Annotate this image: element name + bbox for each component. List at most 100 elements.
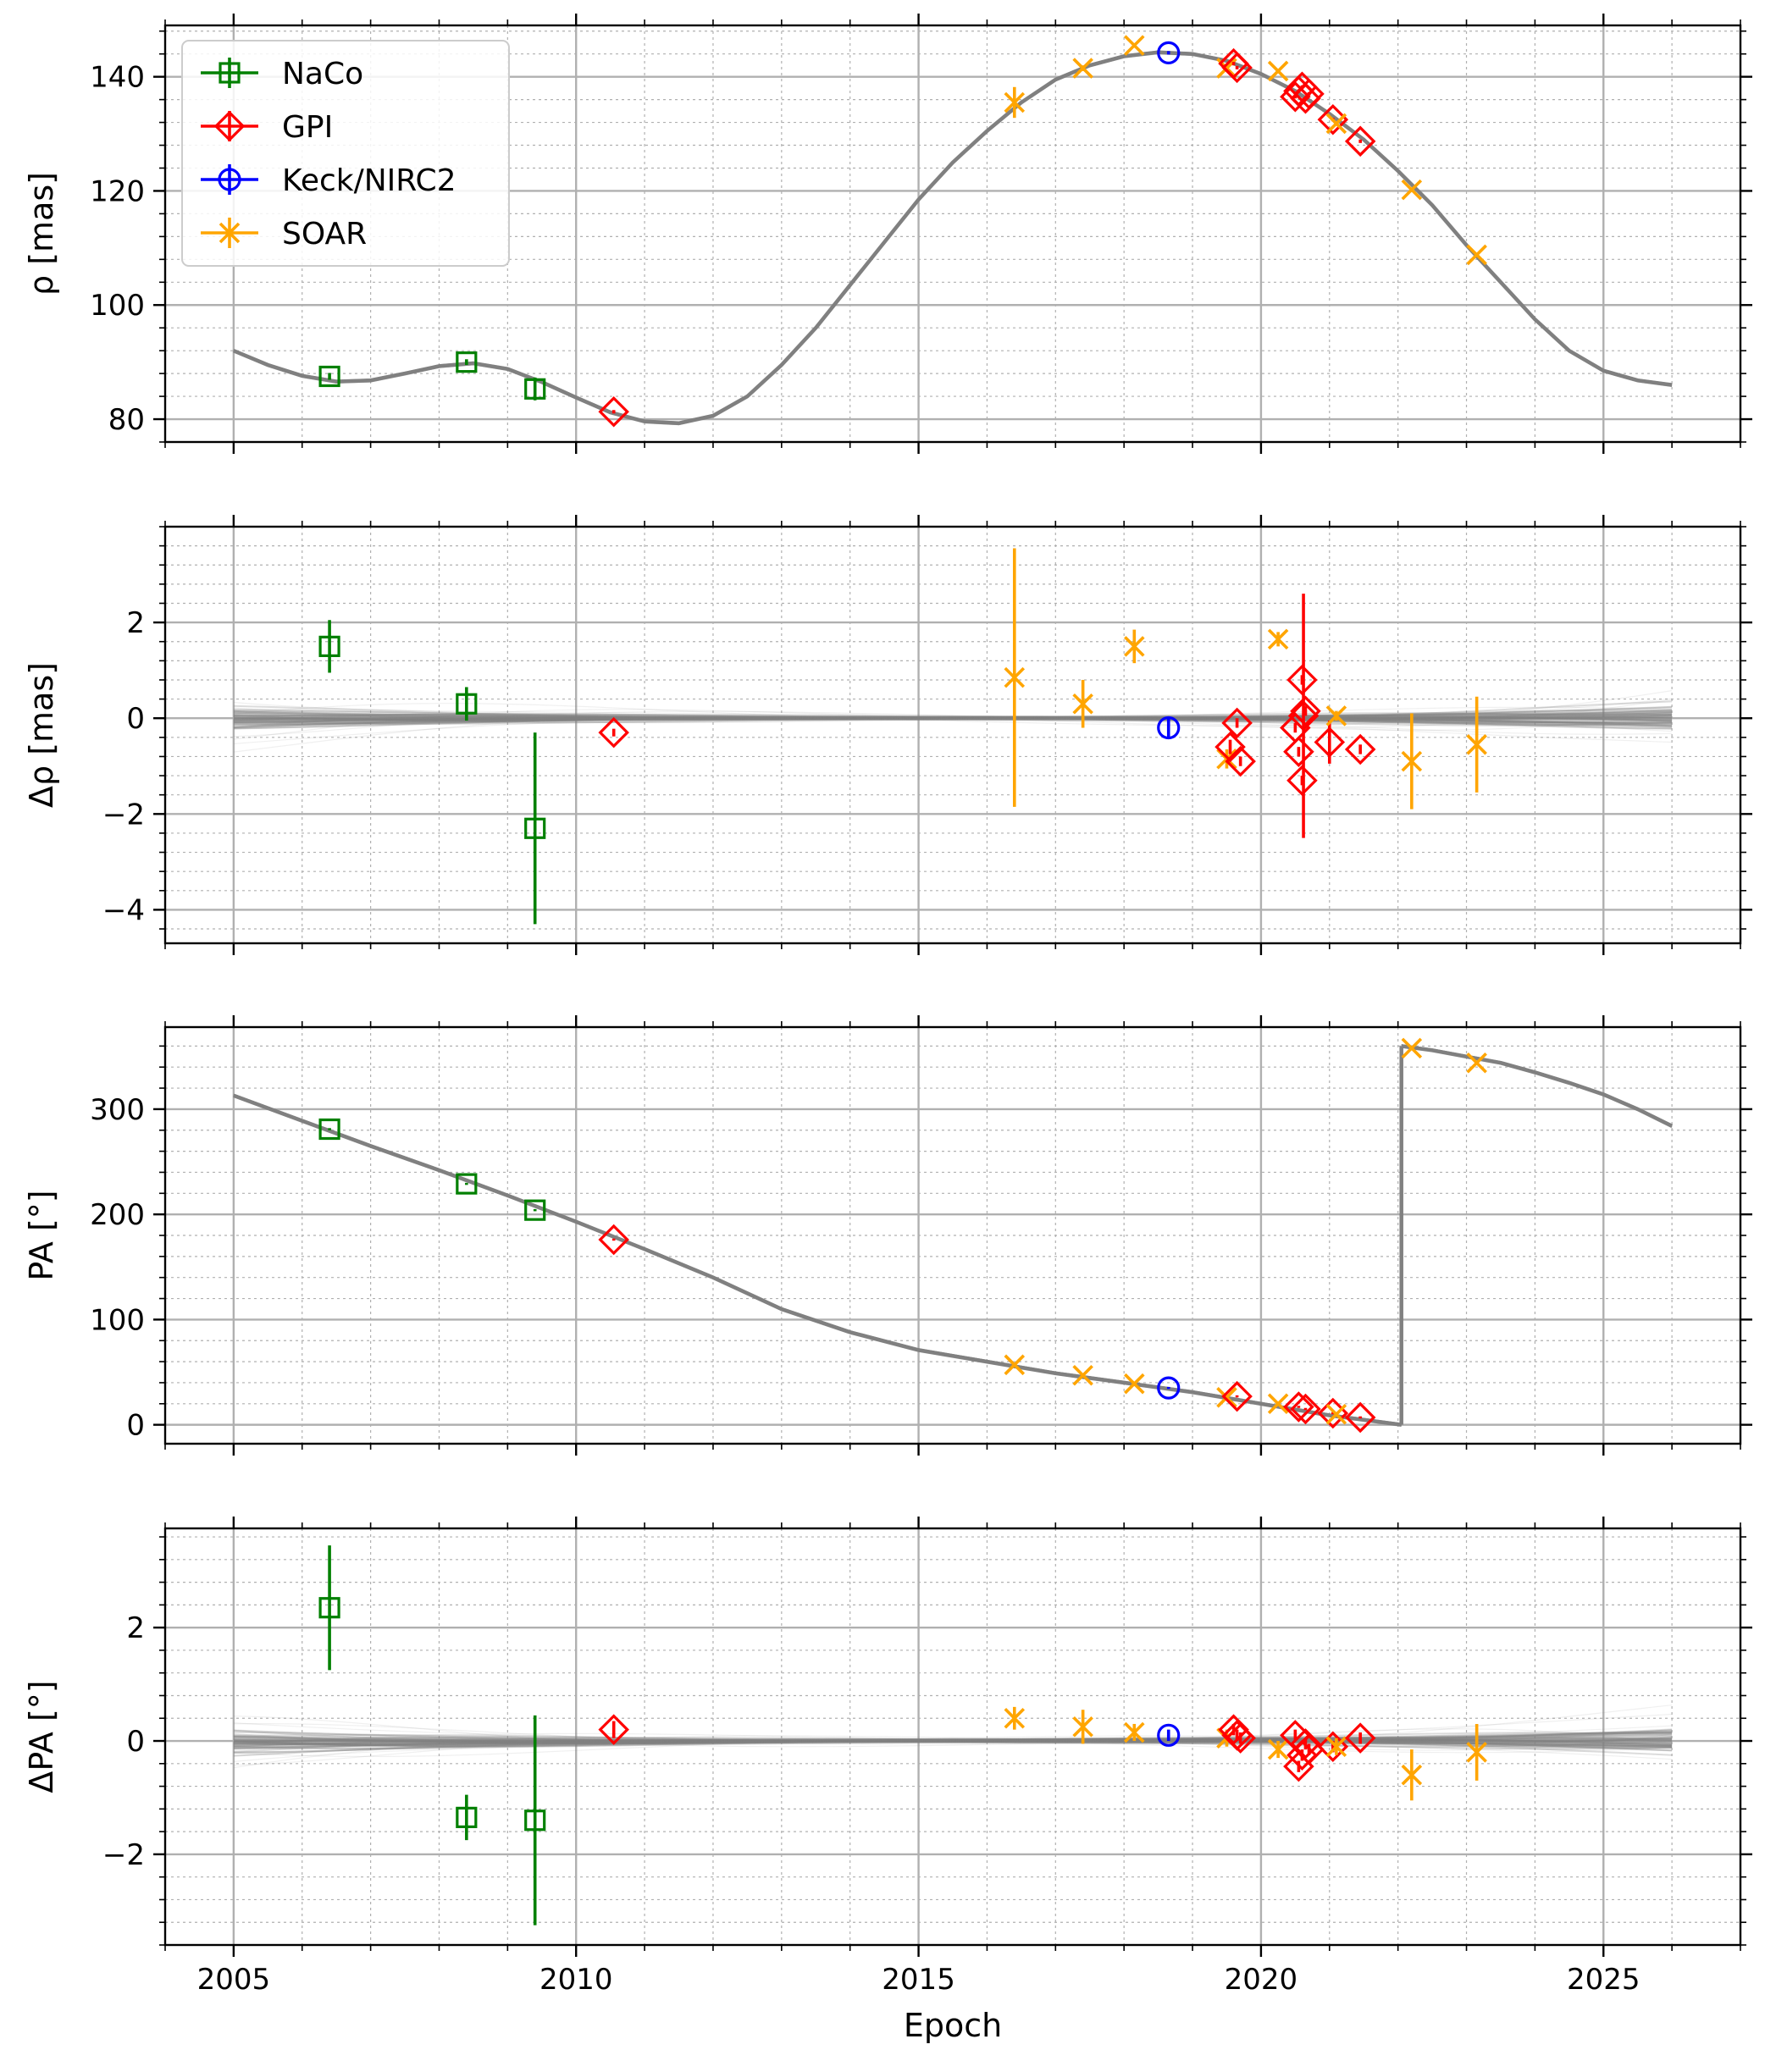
residual-sample-curve [233,712,1673,724]
residual-sample-curve [233,710,1673,727]
data-point [1004,548,1026,807]
legend-entry: GPI [201,110,333,145]
residual-sample-curve [233,1736,1673,1754]
data-point [1157,41,1181,64]
data-point [1124,35,1145,56]
residual-sample-curve [233,715,1673,730]
gpi-marker [1283,1391,1314,1423]
gpi-marker [1344,125,1376,157]
naco-marker [524,817,546,839]
keck-marker [218,168,241,191]
residual-sample-curve [233,1738,1673,1749]
data-point [1325,1736,1347,1757]
data-point [1293,1733,1325,1765]
data-point [318,1545,340,1671]
residual-sample-curve [233,710,1673,727]
naco-marker [318,365,340,388]
naco-marker [318,1118,340,1141]
residual-sample-curve [233,711,1673,730]
residual-sample-curve [233,715,1673,721]
residual-sample-curve [233,713,1673,724]
residual-sample-curve [233,1734,1673,1746]
residual-sample-curve [233,714,1673,727]
residual-sample-curve [233,713,1673,726]
data-point [1344,1722,1376,1754]
legend-entry: NaCo [201,57,363,91]
data-point [1072,679,1093,728]
soar-marker [1267,60,1289,82]
legend-entry: SOAR [201,217,367,251]
gpi-marker [1225,745,1256,777]
data-points [318,1545,1487,1926]
data-point [1401,713,1423,809]
data-point [456,351,478,373]
soar-marker [219,222,241,244]
residual-sample-curve [233,709,1673,721]
residual-sample-curve [233,713,1673,721]
residual-sample-curve [233,1738,1673,1746]
gpi-marker [1317,103,1349,135]
data-point [524,732,546,925]
data-point [1325,1403,1347,1425]
residual-sample-curve [233,1736,1673,1748]
residual-sample-curve [233,1732,1673,1748]
y-tick-label: 0 [126,1725,145,1759]
gpi-marker [598,1224,629,1256]
data-point [1124,1373,1145,1395]
data-point [1401,179,1423,201]
data-point [1124,1721,1145,1743]
residual-sample-curve [233,1735,1673,1757]
residual-sample-curve [233,1732,1673,1749]
x-tick-label: 2010 [539,1963,613,1997]
data-point [1157,1723,1181,1747]
legend-label: NaCo [282,57,363,91]
data-point [1221,52,1253,84]
soar-marker [1267,1393,1289,1415]
y-tick-label: 0 [126,1409,145,1443]
soar-marker [1124,1721,1145,1743]
residual-sample-curve [233,701,1673,743]
residual-sample-curve [233,715,1673,722]
soar-marker [1466,1052,1487,1074]
soar-marker [1466,244,1487,266]
data-point [1466,1052,1487,1074]
soar-marker [1004,666,1026,688]
grid [165,1528,1740,1945]
soar-marker [1401,1764,1423,1786]
data-point [1466,244,1487,266]
model-sample-curve [233,1046,1673,1428]
residual-sample-curve [233,1736,1673,1748]
y-tick-label: −2 [102,1838,145,1872]
residual-sample-curve [233,1729,1673,1751]
residual-sample-curve [233,1736,1673,1748]
data-point [1287,594,1320,838]
residual-sample-curve [233,1731,1673,1748]
residual-sample-curve [233,1729,1673,1752]
residual-sample-curve [233,1731,1673,1748]
y-tick-label: 2 [126,1611,145,1645]
residual-sample-curve [233,707,1673,732]
gpi-marker [1221,52,1253,84]
data-points [318,1037,1487,1434]
legend-label: Keck/NIRC2 [282,163,456,198]
residual-sample-curve [233,1730,1673,1745]
grid [165,1027,1740,1444]
data-point [1157,1376,1181,1400]
axes-frame [163,1025,1742,1445]
soar-marker [1072,1364,1093,1386]
soar-marker [1325,705,1347,727]
naco-marker [219,62,241,84]
naco-marker [318,635,340,657]
x-tick-label: 2015 [882,1963,955,1997]
residual-sample-curve [233,1736,1673,1744]
gpi-marker [1287,700,1320,732]
gpi-marker [598,1714,629,1745]
residual-sample-curve [233,1738,1673,1743]
x-tick-label: 2025 [1567,1963,1641,1997]
data-point [1157,716,1181,740]
residual-sample-curve [233,1738,1673,1749]
model-sample-curve [233,1046,1673,1427]
data-point [318,365,340,388]
y-axis-label: ΔPA [°] [23,1680,60,1793]
